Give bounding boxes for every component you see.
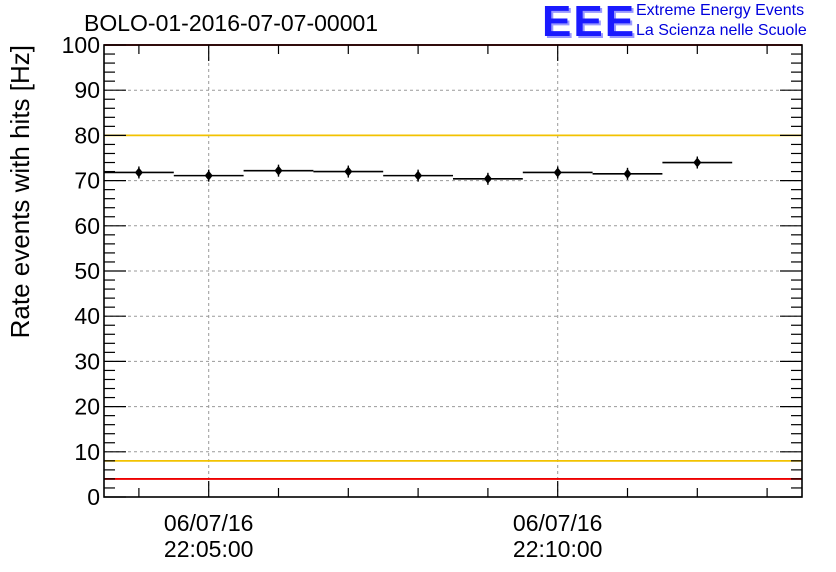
x-tick-label-time: 22:05:00 bbox=[164, 536, 254, 562]
y-tick-label: 30 bbox=[74, 348, 100, 374]
data-point bbox=[344, 166, 353, 177]
data-point bbox=[483, 173, 492, 184]
y-tick-label: 0 bbox=[87, 484, 100, 510]
y-tick-label: 100 bbox=[62, 32, 100, 58]
data-series bbox=[104, 156, 733, 185]
data-point bbox=[204, 170, 213, 181]
logo-subtitle-line1: Extreme Energy Events bbox=[636, 2, 805, 19]
run-title: BOLO-01-2016-07-07-00001 bbox=[84, 10, 379, 36]
logo-subtitle-line2: La Scienza nelle Scuole bbox=[636, 22, 807, 39]
y-tick-label: 40 bbox=[74, 303, 100, 329]
y-tick-label: 10 bbox=[74, 439, 100, 465]
y-axis-label: Rate events with hits [Hz] bbox=[5, 45, 35, 338]
eee-logo-mark: EEE bbox=[542, 0, 637, 46]
x-tick-label-date: 06/07/16 bbox=[164, 510, 254, 536]
eee-logo: EEE Extreme Energy Events La Scienza nel… bbox=[542, 0, 832, 44]
y-tick-label: 20 bbox=[74, 394, 100, 420]
data-point bbox=[693, 157, 702, 168]
x-tick-label-time: 22:10:00 bbox=[513, 536, 603, 562]
axis-ticks bbox=[104, 44, 802, 498]
x-tick-label-date: 06/07/16 bbox=[513, 510, 603, 536]
axis-labels: 010203040506070809010006/07/1622:05:0006… bbox=[5, 32, 602, 562]
data-point bbox=[414, 170, 423, 181]
y-tick-label: 50 bbox=[74, 258, 100, 284]
y-tick-label: 60 bbox=[74, 213, 100, 239]
data-point bbox=[134, 167, 143, 178]
data-point bbox=[274, 165, 283, 176]
y-tick-label: 80 bbox=[74, 122, 100, 148]
grid-lines bbox=[104, 45, 802, 497]
data-point bbox=[623, 168, 632, 179]
data-point bbox=[553, 167, 562, 178]
y-tick-label: 70 bbox=[74, 168, 100, 194]
y-tick-label: 90 bbox=[74, 77, 100, 103]
